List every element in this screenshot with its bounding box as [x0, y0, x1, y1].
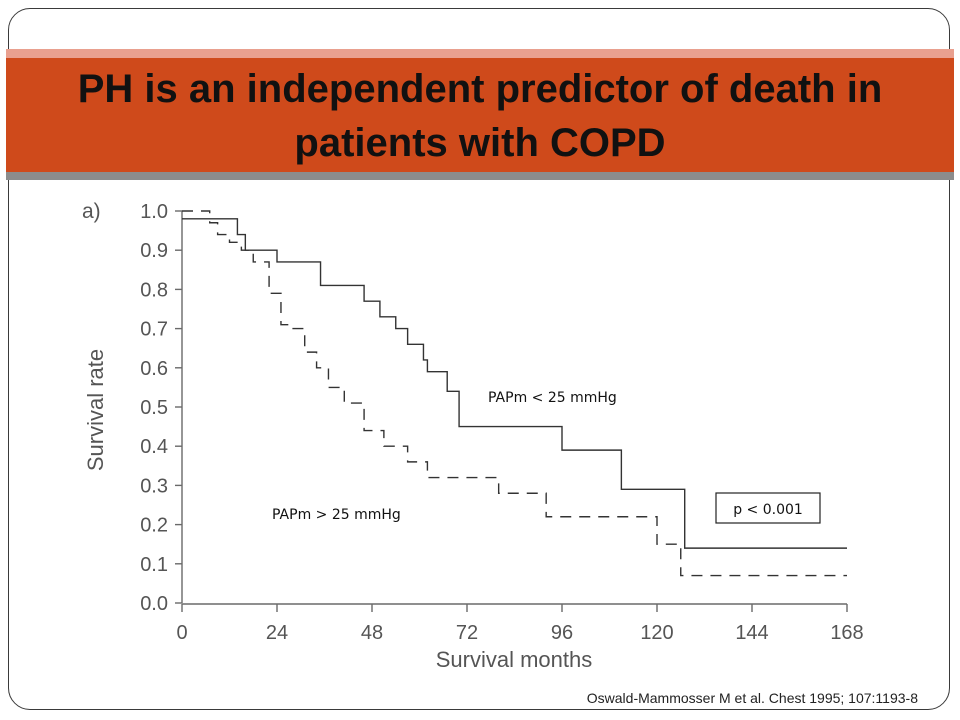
series-label-high: PAPm > 25 mmHg: [272, 507, 401, 523]
series-layer: [182, 210, 847, 577]
x-tick-label: 48: [361, 622, 383, 644]
panel-label: a): [82, 200, 101, 223]
y-tick-label: 0.4: [140, 436, 168, 458]
y-tick-label: 1.0: [140, 201, 168, 223]
x-tick-label: 24: [266, 622, 288, 644]
title-bar: PH is an independent predictor of death …: [6, 49, 954, 180]
citation: Oswald-Mammosser M et al. Chest 1995; 10…: [586, 690, 918, 706]
x-axis: 0 24 48 72 96 120 144 168: [176, 603, 864, 644]
y-tick-label: 0.5: [140, 397, 168, 419]
y-tick-label: 0.9: [140, 240, 168, 262]
x-tick-label: 144: [735, 622, 768, 644]
y-tick-label: 0.2: [140, 515, 168, 537]
y-tick-label: 0.6: [140, 358, 168, 380]
p-value-text: p < 0.001: [733, 502, 803, 518]
series-label-low: PAPm < 25 mmHg: [488, 390, 617, 406]
series-line-0: [182, 218, 847, 549]
x-axis-label: Survival months: [436, 647, 593, 672]
x-tick-label: 0: [176, 622, 187, 644]
y-tick-label: 0.7: [140, 319, 168, 341]
x-tick-label: 168: [830, 622, 863, 644]
slide-title: PH is an independent predictor of death …: [77, 67, 883, 165]
y-tick-label: 0.1: [140, 554, 168, 576]
x-tick-label: 120: [640, 622, 673, 644]
x-tick-label: 72: [456, 622, 478, 644]
p-value-box: [715, 492, 821, 524]
x-tick-label: 96: [551, 622, 573, 644]
y-axis-label: Survival rate: [83, 349, 108, 471]
y-tick-label: 0.3: [140, 475, 168, 497]
y-axis: 0.0 0.1 0.2 0.3 0.4 0.5 0.6 0.7 0.8 0.9 1.0: [140, 201, 183, 615]
y-tick-label: 0.8: [140, 279, 168, 301]
y-tick-label: 0.0: [140, 593, 168, 615]
slide-frame: [8, 8, 950, 710]
